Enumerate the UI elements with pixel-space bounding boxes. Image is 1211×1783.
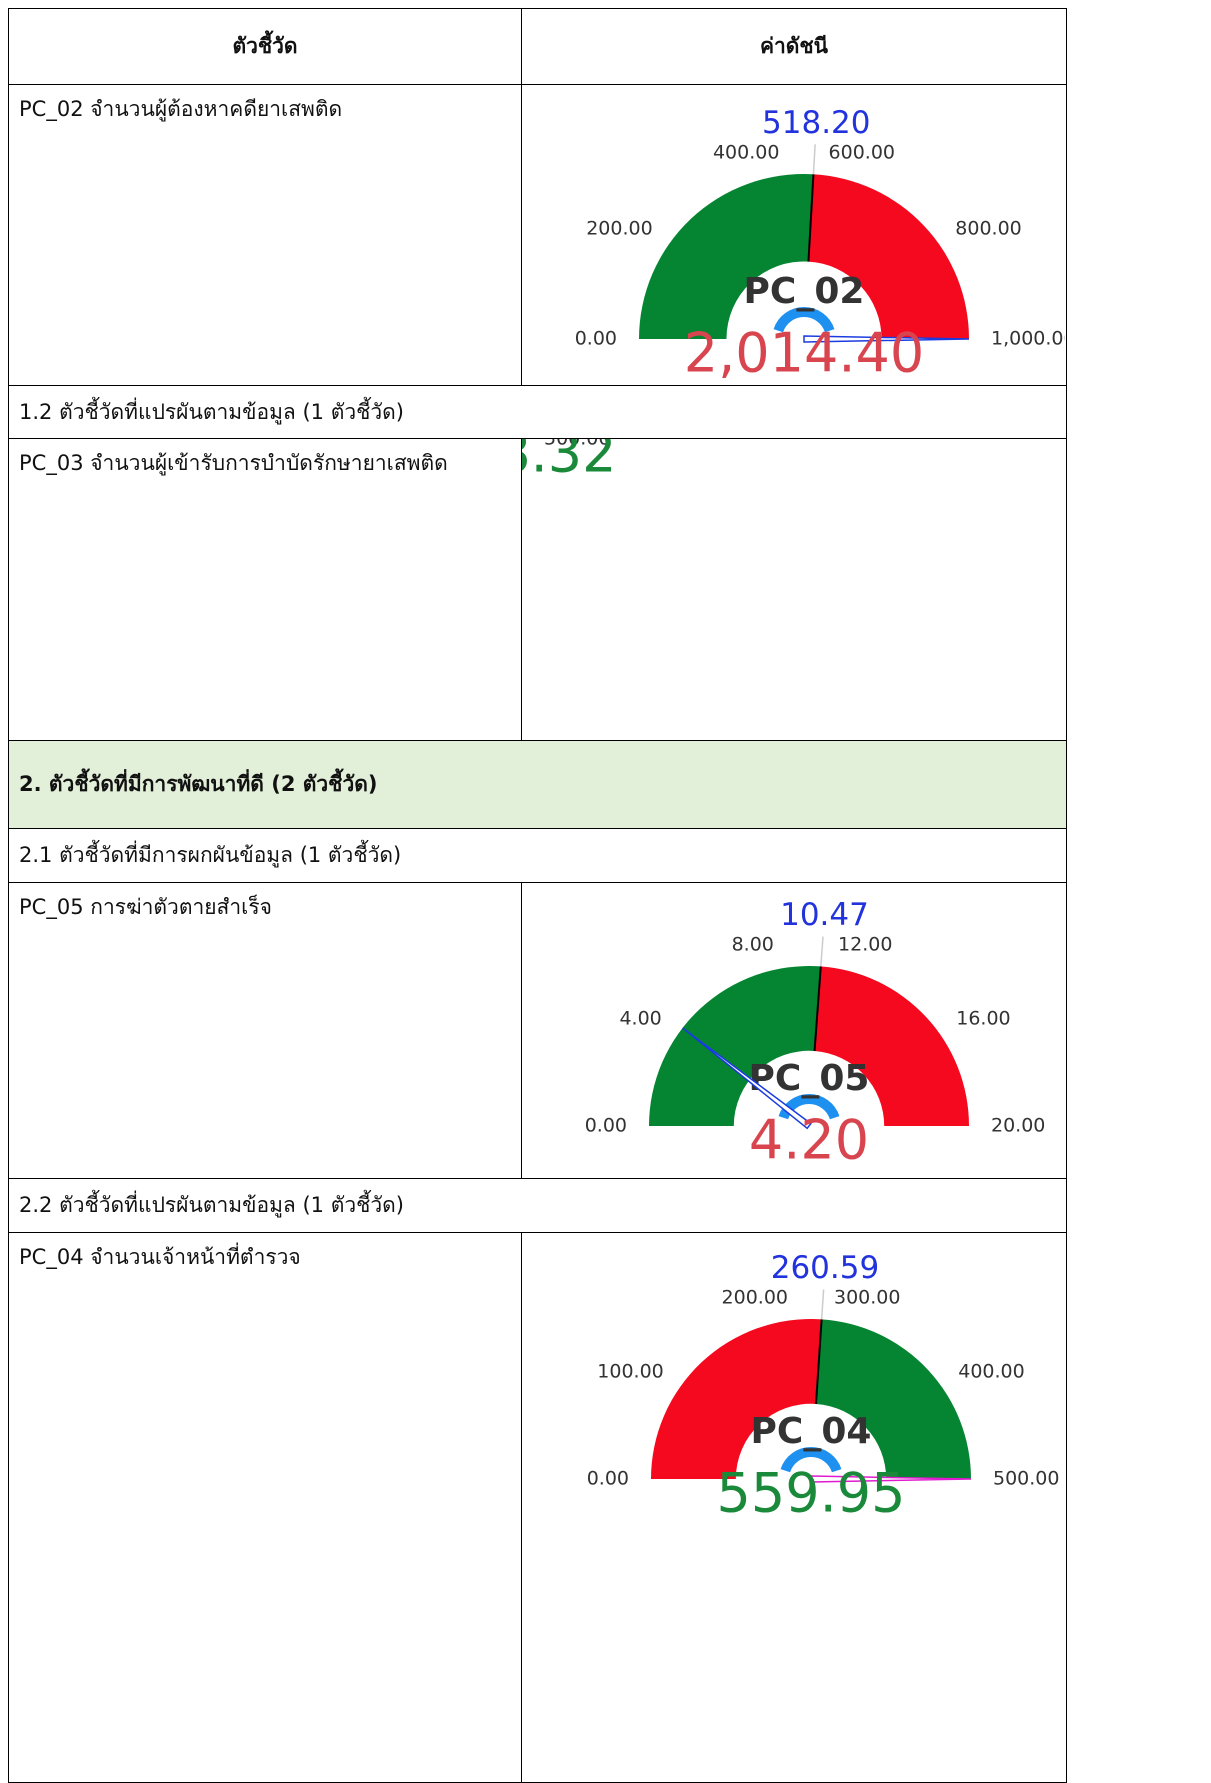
gauge-cell: 10.47 0.00 4.00 8.00 12.00 16.00 20.00 PC_05 4.2… xyxy=(521,882,1067,1179)
target-label: 260.59 xyxy=(771,1250,879,1286)
gauge-cell: 260.59 0.00 100.00 200.00 300.00 400.00 500.00… xyxy=(521,1232,1067,1783)
target-lead xyxy=(820,936,824,967)
indicator-table: ตัวชี้วัด ค่าดัชนี PC_02 จำนวนผู้ต้องหาค… xyxy=(8,8,1067,1783)
high-zone xyxy=(816,1319,971,1479)
gauge-value: 158.32 xyxy=(522,439,616,485)
target-label: 518.20 xyxy=(762,105,870,141)
tick-label: 600.00 xyxy=(829,142,895,164)
tick-mark xyxy=(938,1028,944,1033)
tick-label: 200.00 xyxy=(722,1286,788,1308)
indicator-label: PC_03 จำนวนผู้เข้ารับการบำบัดรักษายาเสพต… xyxy=(8,438,522,741)
header-row: ตัวชี้วัด ค่าดัชนี xyxy=(8,8,1067,85)
section-cell: 2.1 ตัวชี้วัดที่มีการผกผันข้อมูล (1 ตัวช… xyxy=(8,828,1067,883)
indicator-label: PC_04 จำนวนเจ้าหน้าที่ตำรวจ xyxy=(8,1232,522,1783)
table-row: 2.1 ตัวชี้วัดที่มีการผกผันข้อมูล (1 ตัวช… xyxy=(8,828,1067,883)
gauge: 260.59 0.00 100.00 200.00 300.00 400.00 500.00… xyxy=(587,1250,1060,1525)
tick-label: 0.00 xyxy=(575,328,617,350)
header-cell: ตัวชี้วัด xyxy=(8,8,522,85)
table-row: PC_03 จำนวนผู้เข้ารับการบำบัดรักษายาเสพต… xyxy=(8,438,1067,741)
target-line xyxy=(807,174,815,262)
table-row: 2.2 ตัวชี้วัดที่แปรผันตามข้อมูล (1 ตัวชี… xyxy=(8,1178,1067,1233)
tick-mark xyxy=(854,176,858,183)
tick-label: 1,000.00 xyxy=(991,328,1065,350)
indicator-label: PC_05 การฆ่าตัวตายสำเร็จ xyxy=(8,882,522,1179)
needle xyxy=(803,335,970,343)
tick-label: 200.00 xyxy=(586,218,652,240)
tick-mark xyxy=(750,176,754,183)
target-lead xyxy=(812,144,816,175)
needle xyxy=(810,1475,972,1483)
low-zone xyxy=(649,966,821,1126)
header-cell: ค่าดัชนี xyxy=(521,8,1067,85)
tick-label: 20.00 xyxy=(991,1115,1045,1137)
gauge-title: PC_04 xyxy=(751,1411,872,1452)
tick-mark xyxy=(759,1320,763,1327)
center-arc xyxy=(780,1447,842,1473)
low-zone xyxy=(651,1319,822,1479)
section-cell: 1.2 ตัวชี้วัดที่แปรผันตามข้อมูล (1 ตัวชี… xyxy=(8,385,1067,439)
table-row: 2. ตัวชี้วัดที่มีการพัฒนาที่ดี (2 ตัวชี้… xyxy=(8,740,1067,829)
tick-label: 12.00 xyxy=(838,933,892,955)
high-zone xyxy=(814,966,969,1126)
table-row: PC_02 จำนวนผู้ต้องหาคดียาเสพติด 518.20 0.0… xyxy=(8,84,1067,386)
tick-label: 400.00 xyxy=(958,1361,1024,1383)
target-line xyxy=(813,966,822,1052)
tick-label: 100.00 xyxy=(597,1361,663,1383)
table-row: 1.2 ตัวชี้วัดที่แปรผันตามข้อมูล (1 ตัวชี… xyxy=(8,385,1067,439)
indicator-label: PC_02 จำนวนผู้ต้องหาคดียาเสพติด xyxy=(8,84,522,386)
tick-label: 8.00 xyxy=(732,933,774,955)
low-zone xyxy=(639,174,814,339)
target-lead xyxy=(820,1289,825,1320)
tick-label: 16.00 xyxy=(956,1008,1010,1030)
tick-label: 4.00 xyxy=(619,1008,661,1030)
high-zone xyxy=(808,174,969,339)
tick-mark xyxy=(937,238,943,243)
tick-mark xyxy=(676,1381,682,1386)
gauge: 518.20 0.00 200.00 400.00 600.00 800.00 1,000.… xyxy=(575,105,1065,384)
table-row: PC_04 จำนวนเจ้าหน้าที่ตำรวจ 260.59 0.00 100… xyxy=(8,1232,1067,1783)
gauge-value: 559.95 xyxy=(717,1462,906,1525)
tick-label: 500.00 xyxy=(993,1468,1059,1490)
tick-label: 300.00 xyxy=(834,1286,900,1308)
tick-label: 800.00 xyxy=(955,218,1021,240)
tick-label: 500.00 xyxy=(544,439,610,450)
center-arc xyxy=(773,307,835,333)
gauge: 250.870.00100.00200.00300.00400.00500.00… xyxy=(522,439,616,485)
table-row: PC_05 การฆ่าตัวตายสำเร็จ 10.47 0.00 4.00 8.0… xyxy=(8,882,1067,1179)
tick-mark xyxy=(674,1028,680,1033)
gauge: 10.470.004.008.00 12.0016.0020.00PC_054.2… xyxy=(585,897,1046,1172)
needle xyxy=(682,1027,812,1130)
tick-mark xyxy=(857,967,861,974)
tick-mark xyxy=(940,1381,946,1386)
gauge-cell: 518.20 0.00 200.00 400.00 600.00 800.00 1,000.… xyxy=(521,84,1067,386)
gauge-value: 4.20 xyxy=(749,1109,869,1172)
section-cell: 2.2 ตัวชี้วัดที่แปรผันตามข้อมูล (1 ตัวชี… xyxy=(8,1178,1067,1233)
tick-mark xyxy=(757,967,761,974)
target-line xyxy=(815,1319,823,1405)
tick-mark xyxy=(859,1320,863,1327)
section-cell: 2. ตัวชี้วัดที่มีการพัฒนาที่ดี (2 ตัวชี้… xyxy=(8,740,1067,829)
gauge-title: PC_02 xyxy=(744,271,865,312)
tick-mark xyxy=(665,238,671,243)
gauge-value: 2,014.40 xyxy=(684,322,924,384)
tick-label: 0.00 xyxy=(585,1115,627,1137)
target-label: 10.47 xyxy=(780,897,869,933)
tick-label: 400.00 xyxy=(713,142,779,164)
gauge-cell: 250.870.00100.00200.00300.00400.00500.00… xyxy=(521,438,1067,741)
tick-label: 0.00 xyxy=(587,1468,629,1490)
